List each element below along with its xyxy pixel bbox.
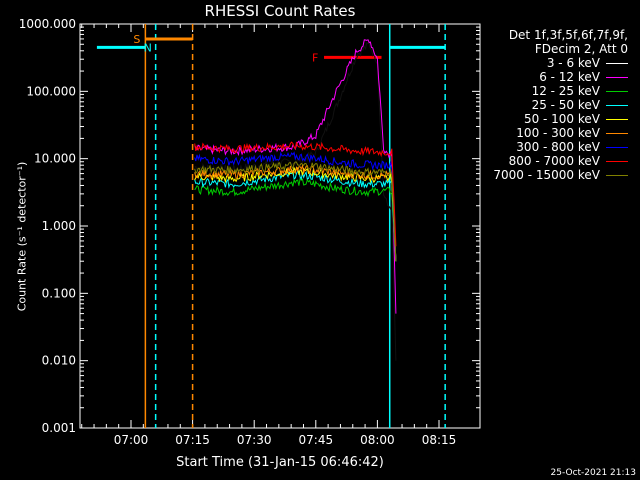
legend-entry: 100 - 300 keV	[516, 126, 628, 140]
series-line	[194, 161, 397, 262]
legend-entry-label: 25 - 50 keV	[531, 98, 600, 112]
x-axis-title: Start Time (31-Jan-15 06:46:42)	[176, 455, 384, 470]
legend-entry-label: 800 - 7000 keV	[508, 154, 600, 168]
legend-entry-label: 300 - 800 keV	[516, 140, 600, 154]
chart-title: RHESSI Count Rates	[204, 2, 356, 20]
series-line	[194, 163, 397, 262]
legend-entry-label: 7000 - 15000 keV	[493, 168, 600, 182]
legend-entry: 300 - 800 keV	[516, 140, 628, 154]
annotation-N: N	[144, 41, 152, 54]
plot-timestamp: 25-Oct-2021 21:13	[550, 468, 636, 478]
y-tick-label: 0.100	[42, 286, 76, 300]
annotation-S: S	[133, 33, 140, 46]
legend-decim-line: FDecim 2, Att 0	[534, 42, 628, 56]
legend-swatch	[606, 160, 628, 162]
legend-entry: 800 - 7000 keV	[509, 154, 628, 168]
annotation-F: F	[312, 51, 318, 64]
legend-entry: 25 - 50 keV	[532, 98, 628, 112]
y-axis-title: Count Rate (s⁻¹ detector⁻¹)	[15, 161, 29, 312]
x-tick-label: 07:30	[237, 433, 272, 447]
legend-entry-label: 6 - 12 keV	[539, 70, 600, 84]
series-line	[194, 169, 397, 262]
series-line	[194, 151, 397, 262]
series-line	[194, 141, 397, 247]
series-line	[194, 177, 397, 262]
legend-swatch	[606, 118, 628, 120]
legend-entry: 3 - 6 keV	[547, 56, 628, 70]
legend-swatch	[606, 76, 628, 78]
legend-swatch	[606, 104, 628, 106]
legend-swatch	[606, 90, 628, 92]
x-tick-label: 07:15	[175, 433, 210, 447]
legend-entry: 50 - 100 keV	[524, 112, 628, 126]
y-tick-label: 0.010	[42, 354, 76, 368]
legend-entry-label: 12 - 25 keV	[531, 84, 600, 98]
legend-entry-label: 50 - 100 keV	[523, 112, 600, 126]
y-tick-label: 0.001	[42, 421, 76, 435]
legend-swatch	[606, 146, 628, 148]
legend-entry-label: 100 - 300 keV	[516, 126, 600, 140]
legend-swatch	[606, 174, 628, 176]
y-tick-label: 100.000	[26, 84, 76, 98]
x-tick-label: 08:00	[360, 433, 395, 447]
legend-entry-label: 3 - 6 keV	[546, 56, 600, 70]
legend-entry: 6 - 12 keV	[539, 70, 628, 84]
legend-entry: 12 - 25 keV	[532, 84, 628, 98]
x-tick-label: 08:15	[422, 433, 457, 447]
legend-entry: 7000 - 15000 keV	[493, 168, 628, 182]
x-tick-label: 07:00	[114, 433, 149, 447]
legend-swatch	[606, 62, 628, 64]
legend-swatch	[606, 132, 628, 134]
y-tick-label: 1000.000	[19, 17, 76, 31]
plot-frame	[79, 23, 481, 429]
x-tick-label: 07:45	[299, 433, 334, 447]
legend-detector-line: Det 1f,3f,5f,6f,7f,9f,	[508, 28, 628, 42]
series-line	[194, 42, 397, 361]
y-tick-label: 10.000	[34, 152, 76, 166]
y-tick-label: 1.000	[42, 219, 76, 233]
